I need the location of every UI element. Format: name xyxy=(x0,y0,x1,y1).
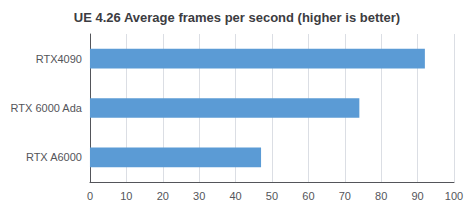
svg-text:UE 4.26 Average frames per sec: UE 4.26 Average frames per second (highe… xyxy=(74,10,400,25)
svg-text:50: 50 xyxy=(266,190,278,202)
svg-text:0: 0 xyxy=(87,190,93,202)
svg-text:RTX A6000: RTX A6000 xyxy=(26,151,82,163)
svg-text:80: 80 xyxy=(375,190,387,202)
svg-text:RTX4090: RTX4090 xyxy=(36,53,82,65)
svg-text:100: 100 xyxy=(445,190,463,202)
svg-text:RTX 6000 Ada: RTX 6000 Ada xyxy=(11,102,83,114)
svg-text:40: 40 xyxy=(229,190,241,202)
svg-text:30: 30 xyxy=(193,190,205,202)
svg-text:60: 60 xyxy=(302,190,314,202)
svg-text:90: 90 xyxy=(411,190,423,202)
svg-text:20: 20 xyxy=(157,190,169,202)
svg-text:70: 70 xyxy=(339,190,351,202)
svg-text:10: 10 xyxy=(120,190,132,202)
